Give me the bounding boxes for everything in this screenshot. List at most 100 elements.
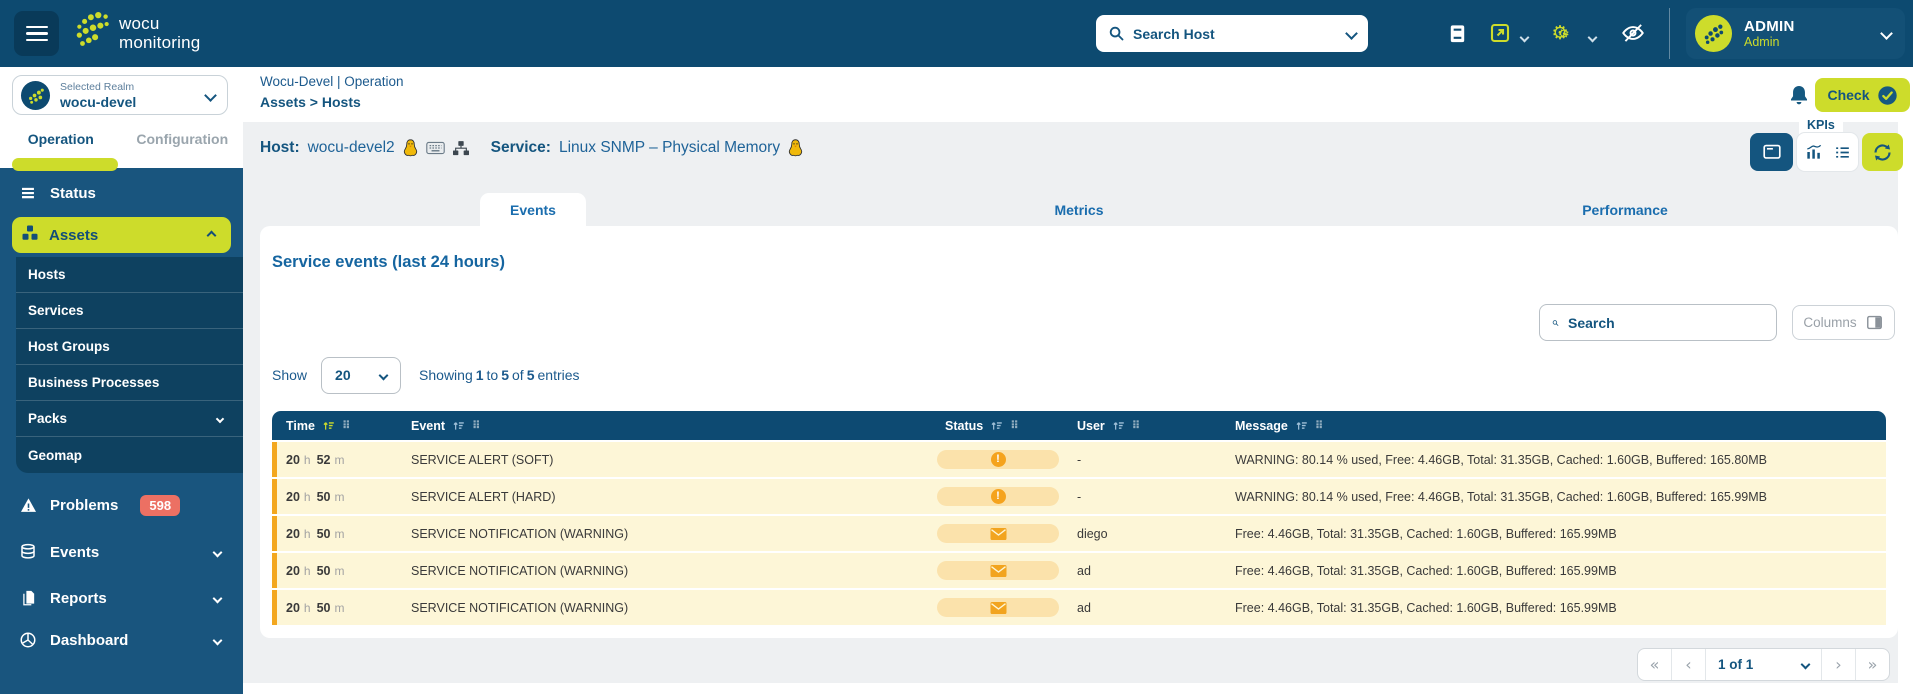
agenda-icon[interactable]: [1444, 20, 1470, 46]
realm-selector[interactable]: Selected Realm wocu-devel: [12, 75, 228, 115]
panel-view-button[interactable]: [1750, 133, 1793, 171]
eye-slash-icon[interactable]: [1620, 20, 1646, 46]
page-indicator[interactable]: 1 of 1: [1706, 649, 1821, 680]
status-badge: !: [937, 450, 1059, 469]
column-header-message[interactable]: Message ⠿: [1235, 418, 1324, 433]
columns-button[interactable]: Columns: [1792, 305, 1895, 340]
service-value[interactable]: Linux SNMP – Physical Memory: [558, 139, 781, 156]
sort-icon[interactable]: [1112, 419, 1125, 432]
topbar-divider: [1669, 8, 1670, 59]
assets-submenu: Hosts Services Host Groups Business Proc…: [16, 257, 243, 473]
sidebar-item-services[interactable]: Services: [16, 293, 243, 329]
problems-count-badge: 598: [140, 494, 181, 516]
sidebar-item-assets[interactable]: Assets: [12, 217, 231, 253]
drag-handle-icon[interactable]: ⠿: [472, 419, 481, 432]
kpis-button-group[interactable]: [1797, 133, 1858, 171]
chevron-down-icon: [215, 414, 225, 423]
refresh-button[interactable]: [1862, 133, 1903, 171]
table-row[interactable]: 20 h 50 m SERVICE ALERT (HARD) ! - WARNING:…: [272, 479, 1886, 514]
sidebar-item-host-groups[interactable]: Host Groups: [16, 329, 243, 365]
sort-icon[interactable]: [990, 419, 1003, 432]
mail-notification-icon: [990, 601, 1006, 614]
notifications-bell-icon[interactable]: [1786, 82, 1812, 110]
chevron-down-icon[interactable]: [1345, 27, 1358, 40]
gears-icon[interactable]: ⚙ ⚙: [1551, 22, 1570, 44]
page-size-select[interactable]: 20: [321, 356, 402, 394]
drag-handle-icon[interactable]: ⠿: [1314, 419, 1324, 432]
sidebar-item-dashboard[interactable]: Dashboard: [0, 621, 243, 659]
sidebar-item-status[interactable]: ≡ Status: [0, 174, 243, 212]
breadcrumb-path[interactable]: Assets > Hosts: [260, 94, 361, 110]
message-cell: WARNING: 80.14 % used, Free: 4.46GB, Tot…: [1235, 452, 1768, 467]
last-page-button[interactable]: »: [1867, 655, 1878, 674]
sidebar-item-events[interactable]: Events: [0, 533, 243, 571]
host-search-input[interactable]: [1133, 25, 1339, 42]
first-page-button[interactable]: «: [1649, 655, 1660, 674]
realm-icon: [20, 80, 51, 110]
event-cell: SERVICE ALERT (SOFT): [411, 452, 554, 467]
tab-performance[interactable]: Performance: [1582, 201, 1668, 218]
time-cell: 20 h 52 m: [286, 452, 345, 467]
warning-triangle-icon: [18, 496, 38, 515]
user-role: Admin: [1744, 35, 1780, 49]
showing-entries-text: Showing 1 to 5 of 5 entries: [419, 367, 580, 383]
sidebar-item-packs[interactable]: Packs: [16, 401, 243, 437]
sidebar-item-hosts[interactable]: Hosts: [16, 257, 243, 293]
table-search[interactable]: [1539, 304, 1777, 341]
next-page-button[interactable]: ›: [1835, 655, 1842, 674]
drag-handle-icon[interactable]: ⠿: [1010, 419, 1019, 432]
column-header-time[interactable]: Time ⠿: [286, 418, 351, 433]
show-label: Show: [272, 367, 308, 383]
main-content: Wocu-Devel | Operation Assets > Hosts Ch…: [243, 67, 1913, 694]
sidebar-item-problems[interactable]: Problems 598: [0, 486, 243, 524]
user-menu[interactable]: ADMIN Admin: [1686, 8, 1905, 59]
tab-metrics[interactable]: Metrics: [1054, 201, 1104, 218]
chevron-up-icon: [206, 230, 217, 240]
column-header-status[interactable]: Status ⠿: [945, 418, 1019, 433]
sidebar-item-business-processes[interactable]: Business Processes: [16, 365, 243, 401]
drag-handle-icon[interactable]: ⠿: [341, 419, 351, 432]
table-search-input[interactable]: [1568, 314, 1764, 331]
column-header-event[interactable]: Event ⠿: [411, 418, 481, 433]
user-name: ADMIN: [1744, 18, 1795, 35]
chevron-down-icon[interactable]: [1587, 28, 1598, 46]
sort-icon[interactable]: [322, 419, 335, 432]
assets-icon: [21, 224, 39, 246]
card-title: Service events (last 24 hours): [272, 253, 505, 271]
table-row[interactable]: 20 h 50 m SERVICE NOTIFICATION (WARNING) di…: [272, 516, 1886, 551]
previous-page-button[interactable]: ‹: [1685, 655, 1692, 674]
sidebar-item-geomap[interactable]: Geomap: [28, 447, 83, 463]
chevron-down-icon[interactable]: [1519, 28, 1530, 46]
status-cell: [933, 561, 1063, 580]
sidebar-item-reports[interactable]: Reports: [0, 579, 243, 617]
host-value[interactable]: wocu-devel2: [307, 139, 395, 156]
check-button[interactable]: Check: [1815, 78, 1910, 112]
column-header-user[interactable]: User ⠿: [1077, 418, 1141, 433]
report-document-icon: [18, 589, 38, 607]
sort-icon[interactable]: [1295, 419, 1308, 432]
table-header: Time ⠿ Event ⠿: [272, 411, 1886, 440]
kpis-label: KPIs: [1799, 116, 1843, 135]
sort-icon[interactable]: [452, 419, 465, 432]
drag-handle-icon[interactable]: ⠿: [1131, 419, 1141, 432]
kpi-list-icon[interactable]: [1833, 143, 1852, 162]
table-row[interactable]: 20 h 52 m SERVICE ALERT (SOFT) ! - WARNING:…: [272, 442, 1886, 477]
tab-configuration[interactable]: Configuration: [136, 131, 229, 147]
mail-notification-icon: [990, 527, 1006, 540]
warning-alert-icon: !: [990, 489, 1006, 504]
tab-operation[interactable]: Operation: [27, 131, 94, 147]
status-cell: [933, 598, 1063, 617]
chevron-down-icon: [212, 547, 223, 557]
check-circle-icon: [1877, 85, 1897, 105]
tab-events[interactable]: Events: [260, 193, 806, 226]
hamburger-menu-button[interactable]: [14, 11, 59, 56]
host-search-combobox[interactable]: [1096, 15, 1368, 52]
table-row[interactable]: 20 h 50 m SERVICE NOTIFICATION (WARNING) ad…: [272, 590, 1886, 625]
kpi-chart-icon[interactable]: [1804, 142, 1824, 162]
external-link-icon[interactable]: [1487, 20, 1513, 46]
table-row[interactable]: 20 h 50 m SERVICE NOTIFICATION (WARNING) ad…: [272, 553, 1886, 588]
message-cell: WARNING: 80.14 % used, Free: 4.46GB, Tot…: [1235, 489, 1768, 504]
active-tab-indicator: [12, 158, 118, 171]
time-cell: 20 h 50 m: [286, 600, 345, 615]
breadcrumb-realm: Wocu-Devel | Operation: [260, 74, 404, 89]
